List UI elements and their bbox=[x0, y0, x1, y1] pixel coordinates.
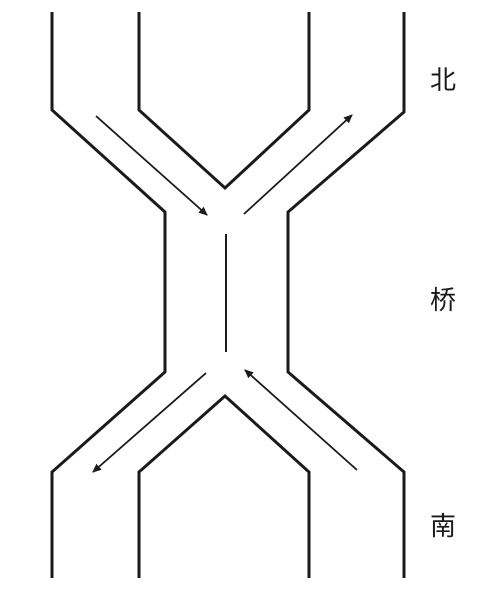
road-edge-left bbox=[50, 12, 167, 578]
south-median bbox=[137, 393, 311, 578]
north-median bbox=[137, 12, 311, 191]
label-north: 北 bbox=[430, 66, 457, 96]
arrow-southwest-outbound bbox=[92, 372, 207, 473]
label-bridge: 桥 bbox=[430, 286, 457, 316]
arrow-northeast-outbound bbox=[243, 114, 353, 215]
label-south: 南 bbox=[430, 512, 457, 542]
arrow-southeast-inbound bbox=[244, 369, 358, 471]
road-edge-right bbox=[286, 12, 406, 578]
arrow-northwest-inbound bbox=[95, 115, 208, 216]
